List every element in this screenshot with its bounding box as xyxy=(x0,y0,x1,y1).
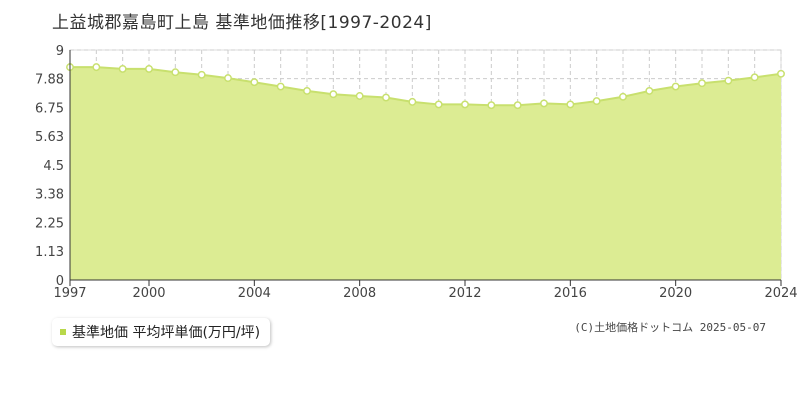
y-tick-label: 4.5 xyxy=(43,159,64,174)
data-point xyxy=(145,64,153,73)
data-point xyxy=(540,99,548,108)
data-point xyxy=(408,97,417,106)
x-tick-label: 2012 xyxy=(448,286,481,301)
y-tick-label: 1.13 xyxy=(35,245,64,260)
data-point xyxy=(355,92,364,100)
legend-swatch xyxy=(60,329,66,335)
x-tick-label: 2016 xyxy=(554,286,587,301)
data-point xyxy=(276,82,285,91)
x-tick-label: 1997 xyxy=(53,286,86,301)
data-point xyxy=(750,73,759,82)
x-tick-label: 2004 xyxy=(238,286,271,301)
data-point xyxy=(250,78,259,87)
x-tick-label: 2008 xyxy=(343,286,376,301)
legend: 基準地価 平均坪単価(万円/坪) xyxy=(52,318,271,346)
data-point xyxy=(724,76,733,85)
x-tick-label: 2000 xyxy=(132,286,165,301)
y-tick-label: 6.75 xyxy=(35,102,64,117)
chart-title: 上益城郡嘉島町上島 基準地価推移[1997-2024] xyxy=(52,13,432,33)
data-point xyxy=(382,93,390,102)
data-point xyxy=(645,86,654,95)
y-tick-label: 9 xyxy=(56,44,64,59)
data-point xyxy=(303,86,311,95)
data-point xyxy=(329,90,338,99)
data-point xyxy=(92,63,101,72)
y-tick-label: 3.38 xyxy=(35,188,64,203)
data-point xyxy=(224,74,232,83)
series-area xyxy=(70,67,781,280)
axes: 0 1.13 2.25 3.38 4.5 5.63 6.75 7.88 9 1997 2000 200… xyxy=(35,44,798,301)
series-line xyxy=(70,66,782,107)
x-tick-label: 2024 xyxy=(764,286,797,301)
data-point xyxy=(566,100,575,109)
data-point xyxy=(777,69,785,78)
data-point xyxy=(592,97,601,106)
data-point xyxy=(487,101,496,110)
x-tick-label: 2020 xyxy=(659,286,692,301)
y-tick-label: 7.88 xyxy=(35,73,64,88)
y-tick-label: 5.63 xyxy=(35,130,64,145)
data-point xyxy=(118,64,127,73)
data-point xyxy=(171,68,180,77)
legend-label: 基準地価 平均坪単価(万円/坪) xyxy=(72,325,261,341)
copyright: (C)土地価格ドットコム 2025-05-07 xyxy=(574,321,766,334)
data-point xyxy=(698,79,706,88)
data-point xyxy=(619,92,627,101)
data-point xyxy=(461,100,469,109)
y-tick-label: 2.25 xyxy=(35,217,64,232)
y-tick-label: 0 xyxy=(56,274,64,289)
series-layer xyxy=(66,63,785,280)
data-point xyxy=(434,100,443,109)
data-point xyxy=(513,101,522,110)
data-point xyxy=(671,82,680,91)
data-point xyxy=(197,70,206,79)
